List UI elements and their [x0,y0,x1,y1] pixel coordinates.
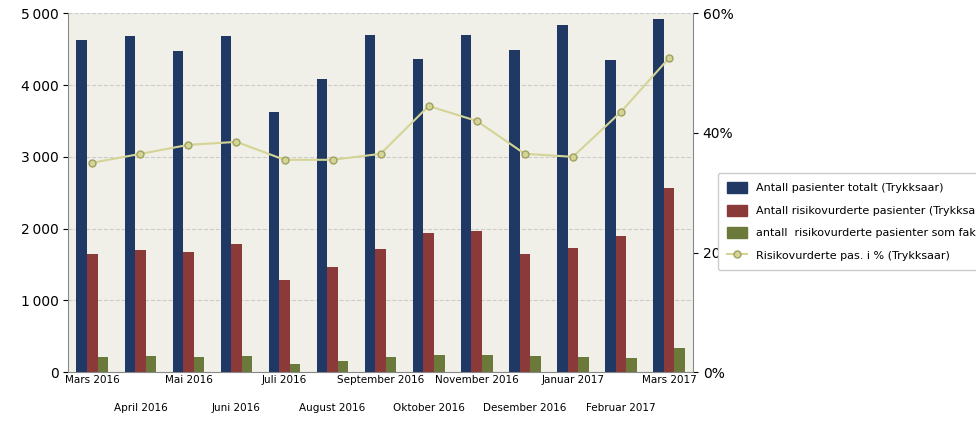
Bar [135,250,145,372]
Text: Juni 2016: Juni 2016 [212,403,261,413]
Bar [231,244,242,372]
Bar [627,358,636,372]
Bar [279,280,290,372]
Bar [413,59,424,372]
Bar [568,248,578,372]
Bar [365,35,376,372]
Text: Desember 2016: Desember 2016 [483,403,566,413]
Bar [242,356,253,372]
Bar [268,113,279,372]
Bar [87,254,98,372]
Bar [76,40,87,372]
Bar [386,357,396,372]
Bar [338,361,348,372]
Text: April 2016: April 2016 [113,403,167,413]
Bar [461,35,471,372]
Bar [519,254,530,372]
Bar [290,364,301,372]
Bar [653,19,664,372]
Bar [508,50,519,372]
Bar [376,249,386,372]
Text: Februar 2017: Februar 2017 [586,403,656,413]
Text: August 2016: August 2016 [300,403,366,413]
Bar [317,79,327,372]
Bar [221,36,231,372]
Bar [173,51,183,372]
Bar [183,252,193,372]
Legend: Antall pasienter totalt (Trykksaar), Antall risikovurderte pasienter (Trykksa...: Antall pasienter totalt (Trykksaar), Ant… [718,173,976,270]
Bar [530,356,541,372]
Bar [605,60,616,372]
Bar [557,25,568,372]
Bar [578,357,589,372]
Bar [482,355,493,372]
Bar [193,357,204,372]
Bar [616,237,627,372]
Bar [98,357,108,372]
Text: Oktober 2016: Oktober 2016 [392,403,465,413]
Bar [674,349,685,372]
Bar [145,356,156,372]
Bar [424,233,434,372]
Bar [664,188,674,372]
Bar [434,354,444,372]
Bar [327,267,338,372]
Bar [471,231,482,372]
Bar [125,36,135,372]
